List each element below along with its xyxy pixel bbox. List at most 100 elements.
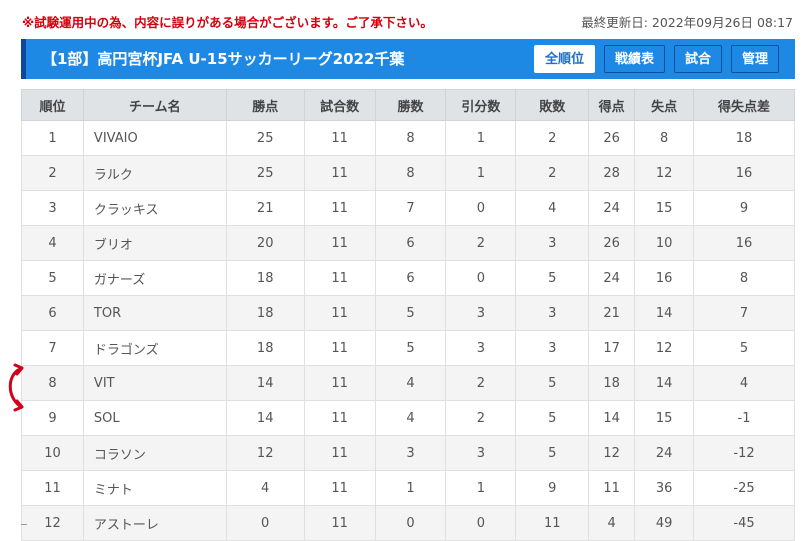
cell-wins: 1 [374,470,447,506]
table-row: 12 アストーレ 0 11 0 0 11 4 49 -45 [21,505,795,541]
cell-draws: 2 [445,365,517,401]
cell-played: 11 [303,505,376,541]
cell-rank: 10 [21,435,84,471]
cell-team-name: ブリオ [82,225,227,261]
cell-played: 11 [303,470,376,506]
cell-goal-diff: 5 [693,330,795,366]
cell-wins: 4 [374,400,447,436]
results-table-button[interactable]: 戦績表 [603,45,665,73]
table-row: 3 クラッキス 21 11 7 0 4 24 15 9 [21,190,795,226]
cell-goal-diff: -25 [693,470,795,506]
cell-goal-diff: 7 [693,295,795,331]
cell-losses: 5 [515,435,590,471]
cell-points: 18 [225,295,305,331]
cell-losses: 4 [515,190,590,226]
cell-losses: 3 [515,330,590,366]
header-buttons: 全順位 戦績表 試合 管理 [533,45,779,73]
cell-played: 11 [303,260,376,296]
cell-goal-diff: -12 [693,435,795,471]
cell-goals-for: 24 [588,190,636,226]
cell-team-name: アストーレ [82,505,227,541]
cell-draws: 3 [445,330,517,366]
league-header: 【1部】高円宮杯JFA U-15サッカーリーグ2022千葉 全順位 戦績表 試合… [21,39,795,79]
col-losses: 敗数 [515,89,590,121]
cell-points: 21 [225,190,305,226]
matches-button[interactable]: 試合 [673,45,722,73]
cell-wins: 4 [374,365,447,401]
cell-goal-diff: 16 [693,155,795,191]
footer-mark [21,524,27,525]
cell-rank: 3 [21,190,84,226]
cell-goals-against: 14 [634,295,695,331]
table-row: 11 ミナト 4 11 1 1 9 11 36 -25 [21,470,795,506]
cell-wins: 3 [374,435,447,471]
cell-goals-against: 8 [634,120,695,156]
cell-team-name: ガナーズ [82,260,227,296]
cell-goal-diff: -45 [693,505,795,541]
table-row: 5 ガナーズ 18 11 6 0 5 24 16 8 [21,260,795,296]
cell-rank: 7 [21,330,84,366]
col-team: チーム名 [82,89,227,121]
cell-goals-for: 12 [588,435,636,471]
cell-goals-against: 12 [634,155,695,191]
cell-rank: 8 [21,365,84,401]
admin-button[interactable]: 管理 [730,45,779,73]
cell-goals-for: 14 [588,400,636,436]
cell-goal-diff: 16 [693,225,795,261]
cell-goals-against: 10 [634,225,695,261]
cell-team-name: VIT [82,365,227,401]
cell-wins: 5 [374,295,447,331]
swap-arrow-icon [8,363,24,412]
league-title: 【1部】高円宮杯JFA U-15サッカーリーグ2022千葉 [42,50,405,68]
cell-rank: 2 [21,155,84,191]
last-updated: 最終更新日: 2022年09月26日 08:17 [581,15,793,30]
cell-losses: 11 [515,505,590,541]
cell-draws: 1 [445,470,517,506]
table-header-row: 順位 チーム名 勝点 試合数 勝数 引分数 敗数 得点 失点 得失点差 [21,89,795,121]
cell-wins: 6 [374,260,447,296]
cell-draws: 2 [445,225,517,261]
cell-goal-diff: 18 [693,120,795,156]
cell-points: 25 [225,120,305,156]
cell-rank: 9 [21,400,84,436]
cell-points: 18 [225,330,305,366]
cell-played: 11 [303,400,376,436]
cell-points: 12 [225,435,305,471]
cell-goals-for: 18 [588,365,636,401]
cell-wins: 5 [374,330,447,366]
cell-team-name: ミナト [82,470,227,506]
cell-goals-for: 17 [588,330,636,366]
table-row: 8 VIT 14 11 4 2 5 18 14 4 [21,365,795,401]
table-row: 7 ドラゴンズ 18 11 5 3 3 17 12 5 [21,330,795,366]
cell-wins: 8 [374,155,447,191]
col-goal-diff: 得失点差 [693,89,795,121]
cell-goals-for: 4 [588,505,636,541]
cell-played: 11 [303,435,376,471]
cell-draws: 2 [445,400,517,436]
cell-rank: 6 [21,295,84,331]
all-standings-button[interactable]: 全順位 [533,45,595,73]
cell-team-name: SOL [82,400,227,436]
cell-team-name: VIVAIO [82,120,227,156]
cell-goals-against: 49 [634,505,695,541]
cell-losses: 5 [515,400,590,436]
cell-wins: 8 [374,120,447,156]
cell-rank: 5 [21,260,84,296]
cell-losses: 2 [515,120,590,156]
col-draws: 引分数 [445,89,517,121]
col-played: 試合数 [303,89,376,121]
cell-points: 4 [225,470,305,506]
cell-goals-against: 16 [634,260,695,296]
cell-wins: 6 [374,225,447,261]
cell-goals-for: 11 [588,470,636,506]
cell-goals-against: 36 [634,470,695,506]
cell-rank: 11 [21,470,84,506]
cell-losses: 5 [515,365,590,401]
cell-played: 11 [303,190,376,226]
standings-body: 1 VIVAIO 25 11 8 1 2 26 8 18 2 ラルク 25 11 8 1 2 28 12 16 3 クラッ… [21,120,795,541]
cell-rank: 1 [21,120,84,156]
cell-goals-for: 26 [588,120,636,156]
cell-goals-against: 14 [634,365,695,401]
cell-draws: 3 [445,435,517,471]
cell-goal-diff: 4 [693,365,795,401]
